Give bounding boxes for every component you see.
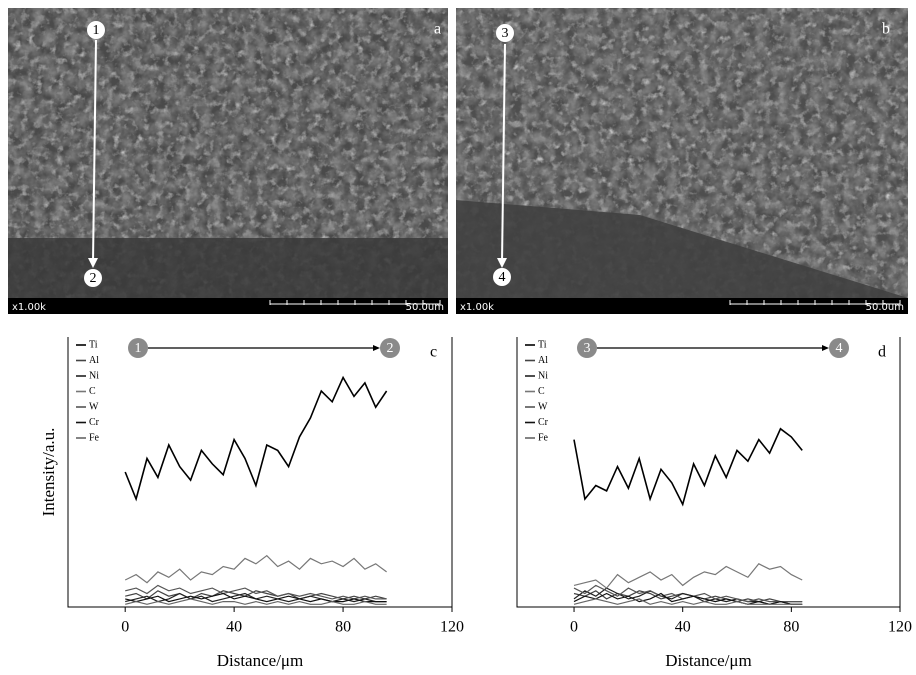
arrow-head: [88, 258, 98, 268]
arrow-head: [822, 345, 829, 351]
micrograph-b: x1.00k 50.0um 3 4 b: [456, 8, 908, 314]
legend-label: Cr: [89, 417, 100, 428]
scan-start: 3: [584, 341, 591, 356]
y-axis-label: Intensity/a.u.: [39, 428, 58, 517]
panel-label: b: [882, 21, 890, 38]
marker-circle: [380, 338, 400, 358]
info-bar: [8, 298, 448, 314]
x-tick-label: 120: [440, 619, 464, 636]
series-line: [124, 554, 387, 584]
series-line: [125, 584, 387, 600]
x-tick-label: 0: [121, 619, 129, 636]
scan-end: 2: [387, 341, 394, 356]
series-line: [573, 598, 803, 605]
legend-label: C: [89, 386, 96, 397]
x-tick-label: 40: [675, 619, 691, 636]
series-line: [573, 427, 803, 507]
panel-label: d: [878, 344, 886, 361]
series-line: [573, 563, 803, 589]
scan-start: 1: [93, 23, 100, 38]
series-line: [573, 590, 803, 603]
magnification: x1.00k: [460, 302, 494, 313]
arrow-head: [373, 345, 380, 351]
marker-circle: [577, 338, 597, 358]
scale-label: 50.0um: [866, 302, 904, 313]
scan-arrow: [501, 43, 506, 263]
x-axis-label: Distance/μm: [665, 651, 752, 670]
marker-circle: [84, 269, 102, 287]
series-line: [573, 592, 803, 605]
legend-label: Fe: [538, 432, 549, 443]
axis-frame: [67, 337, 453, 608]
axis-frame: [516, 337, 901, 608]
magnification: x1.00k: [12, 302, 46, 313]
legend-label: Ti: [89, 339, 98, 350]
legend-label: Fe: [89, 432, 100, 443]
scale-bar: [269, 300, 441, 305]
marker-circle: [829, 338, 849, 358]
legend-label: Ti: [538, 339, 547, 350]
marker-circle: [128, 338, 148, 358]
legend-label: Cr: [538, 417, 549, 428]
panel-label: a: [434, 21, 441, 38]
scan-end: 2: [90, 271, 97, 286]
legend-label: W: [89, 401, 99, 412]
series-line: [125, 598, 387, 605]
legend-label: Ni: [89, 370, 99, 381]
micrograph-a: x1.00k 50.0um 1 2 a: [8, 8, 448, 314]
x-tick-label: 80: [783, 619, 799, 636]
legend-label: Ni: [538, 370, 548, 381]
scan-arrow: [92, 39, 97, 263]
sem-substrate: [456, 200, 908, 298]
arrow-head: [497, 258, 507, 268]
legend-label: Al: [538, 355, 548, 366]
scan-end: 4: [836, 341, 843, 356]
panel-label: c: [430, 344, 437, 361]
series-line: [125, 592, 387, 603]
scale-label: 50.0um: [406, 302, 444, 313]
legend-label: Al: [89, 355, 99, 366]
sem-substrate: [8, 238, 448, 298]
legend-label: C: [538, 386, 545, 397]
info-bar: [456, 298, 908, 314]
x-tick-label: 40: [226, 619, 242, 636]
scan-start: 1: [135, 341, 142, 356]
scan-start: 3: [502, 26, 509, 41]
marker-circle: [87, 21, 105, 39]
scan-end: 4: [499, 270, 506, 285]
legend-label: W: [538, 401, 548, 412]
x-axis-label: Distance/μm: [217, 651, 304, 670]
marker-circle: [493, 268, 511, 286]
x-tick-label: 0: [570, 619, 578, 636]
x-tick-label: 80: [335, 619, 351, 636]
marker-circle: [496, 24, 514, 42]
scale-bar: [729, 300, 901, 305]
x-tick-label: 120: [888, 619, 912, 636]
series-line: [124, 375, 388, 502]
